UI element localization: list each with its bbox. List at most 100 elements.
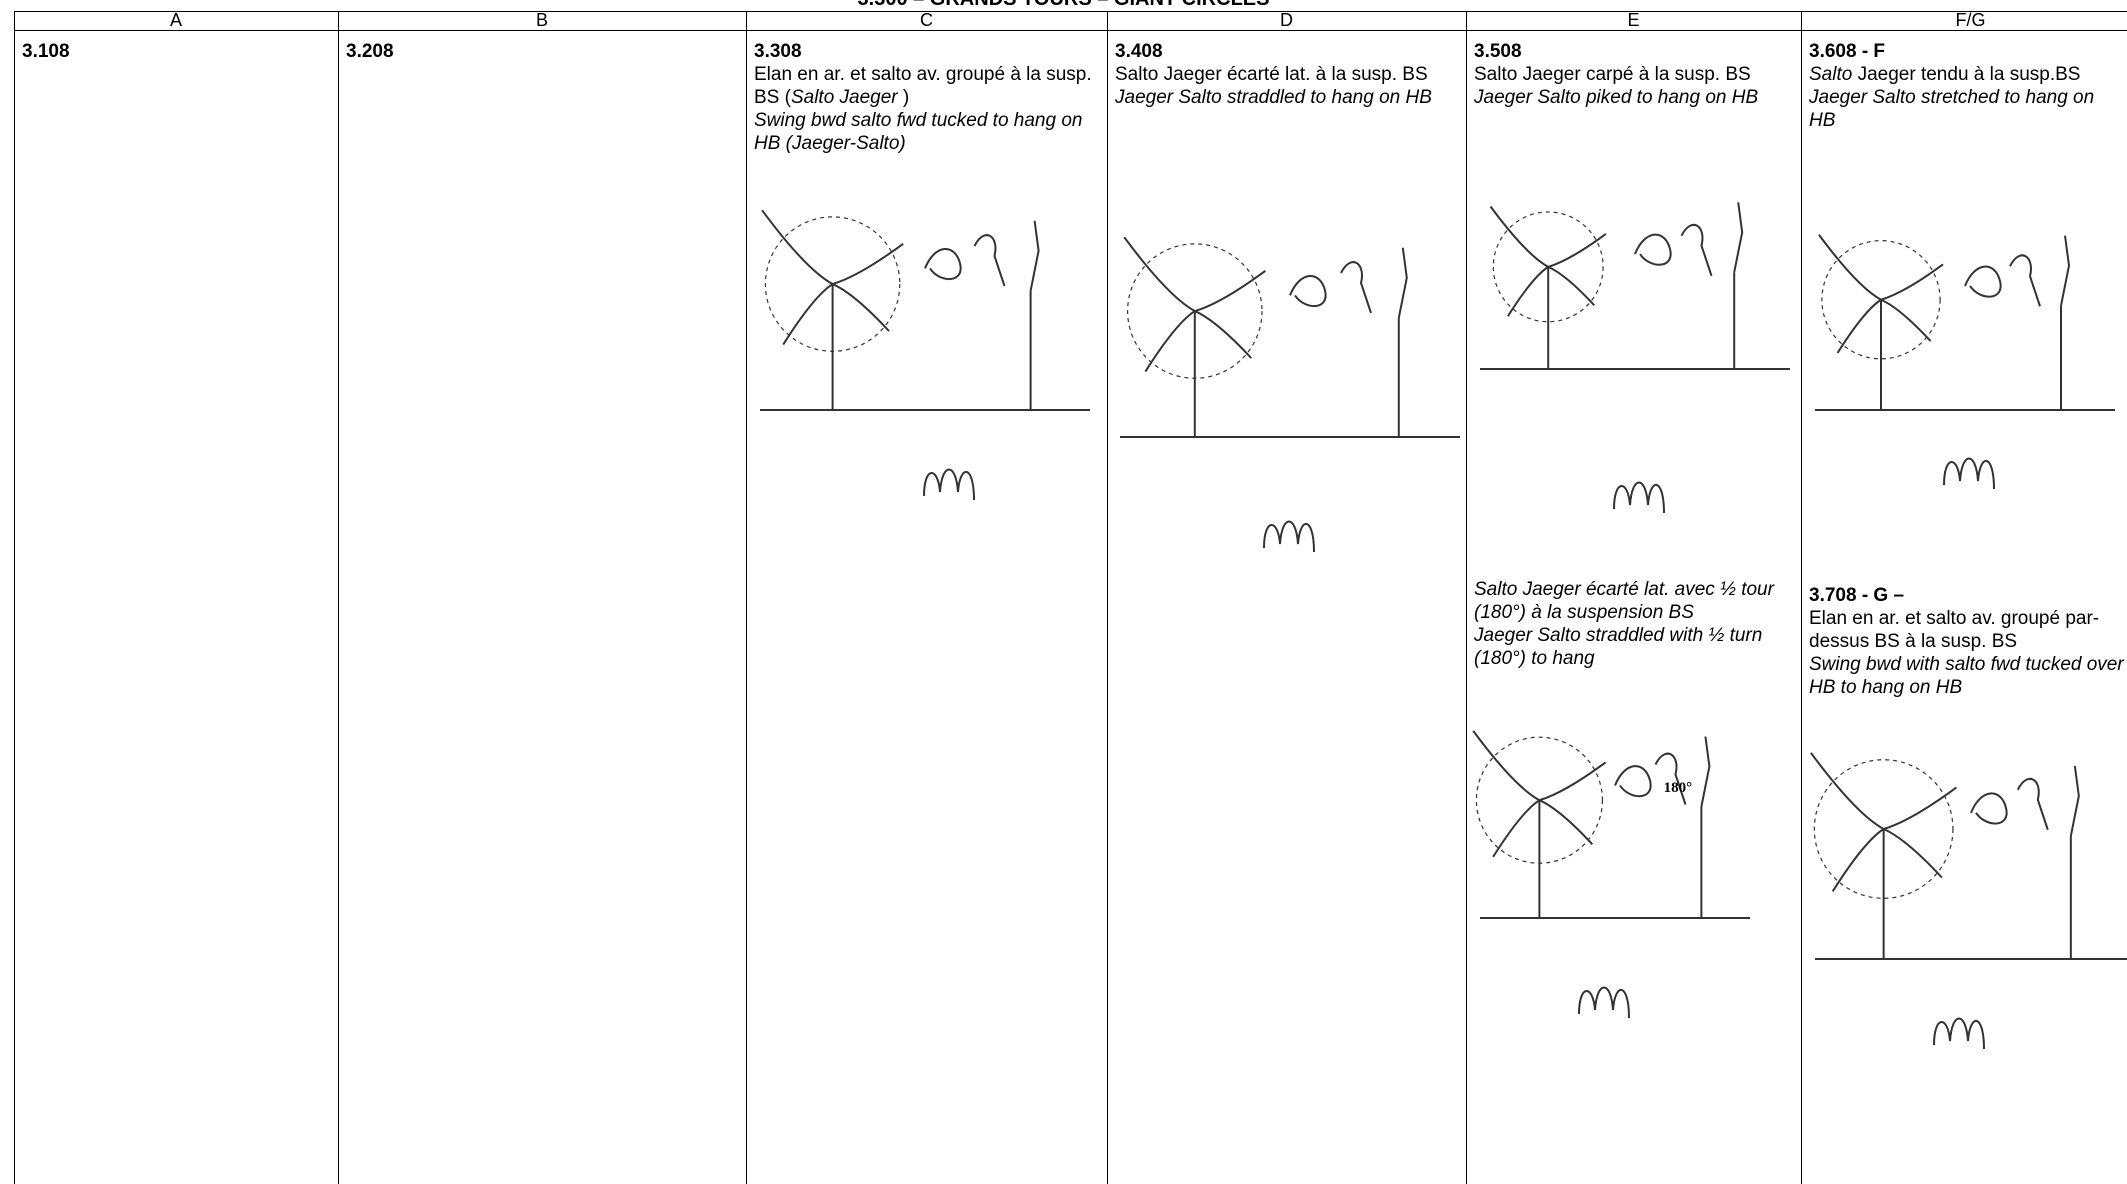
gymnast-figure (2060, 235, 2071, 306)
skill-symbol (1263, 520, 1315, 553)
gymnast-figure (1883, 828, 1943, 879)
gymnast-figure (1194, 310, 1252, 359)
gymnast-figure (1547, 265, 1596, 306)
skill-code: 3.608 - F (1809, 41, 1886, 62)
symbol-stroke (1933, 1017, 1985, 1050)
skill-entry: 3.208 (346, 40, 744, 63)
description-text: Salto Jaeger carpé à la susp. BS (1474, 64, 1751, 85)
description-text: Salto Jaeger écarté lat. à la susp. BS (1115, 64, 1428, 85)
gymnast-figure (1700, 736, 1711, 807)
skill-symbol (1613, 481, 1665, 514)
french-description: Elan en ar. et salto av. groupé à la sus… (754, 63, 1105, 109)
skill-code: 3.208 (346, 41, 394, 62)
column-header: C (920, 10, 933, 30)
gymnast-figure (1289, 275, 1327, 308)
gymnast-figure (1029, 220, 1040, 291)
skill-symbol (1578, 986, 1630, 1019)
column-border (1801, 11, 1802, 1184)
skill-entry: 3.508 Salto Jaeger carpé à la susp. BS Jae… (1474, 40, 1799, 109)
gymnast-figure (1144, 310, 1196, 373)
description-text: Salto Jaeger écarté lat. avec ½ tour (18… (1474, 579, 1774, 623)
gymnast-figure (1538, 799, 1594, 845)
skill-code: 3.508 (1474, 41, 1522, 62)
description-text: Elan en ar. et salto av. groupé à la sus… (754, 64, 1092, 108)
gymnast-figure (1472, 730, 1540, 802)
gymnast-figure (1539, 761, 1607, 802)
skill-symbol (923, 468, 975, 501)
gymnast-figure (1507, 266, 1549, 317)
skill-code: 3.108 (22, 41, 70, 62)
column-border (1107, 11, 1108, 1184)
skill-entry: 3.108 (22, 40, 336, 63)
column-header: F/G (1955, 10, 1986, 30)
gymnast-figure (832, 283, 890, 332)
swing-circle (1492, 211, 1604, 323)
description-text: Jaeger tendu à la susp.BS (1852, 64, 2081, 85)
skill-drawing (1480, 202, 1790, 370)
gymnast-figure (1614, 765, 1652, 798)
gymnast-figure (1836, 298, 1882, 354)
column-header: B (535, 10, 548, 30)
gymnast-figure (1397, 247, 1408, 318)
column-border (1466, 11, 1467, 1184)
gymnast-figure (1340, 261, 1372, 314)
french-description: Salto Jaeger tendu à la susp.BS (1809, 63, 2125, 86)
english-description: Jaeger Salto stretched to hang on HB (1809, 87, 2095, 131)
figure-label: 180° (1664, 780, 1693, 796)
symbol-stroke (1578, 986, 1630, 1019)
french-description: Salto Jaeger écarté lat. à la susp. BS (1115, 63, 1464, 86)
swing-circle (1813, 759, 1954, 899)
gymnast-figure (1810, 752, 1885, 830)
english-description: Jaeger Salto straddled to hang on HB (1115, 87, 1432, 108)
skill-code: 3.708 - G – (1809, 585, 1905, 606)
gymnast-figure (1194, 269, 1266, 313)
column-header: D (1280, 10, 1293, 30)
table-border (14, 11, 2127, 12)
column-header: E (1627, 10, 1640, 30)
skill-entry: 3.408 Salto Jaeger écarté lat. à la susp.… (1115, 40, 1464, 109)
gymnast-figure (1654, 752, 1687, 805)
skill-entry: 3.608 - F Salto Jaeger tendu à la susp.BS… (1809, 40, 2125, 132)
gymnast-figure (1970, 792, 2008, 825)
gymnast-figure (1831, 828, 1885, 892)
swing-circle (1821, 240, 1941, 360)
french-description: Elan en ar. et salto av. groupé par-dess… (1809, 607, 2125, 653)
symbol-stroke (1263, 520, 1315, 553)
skill-code: 3.408 (1115, 41, 1163, 62)
gymnast-figure (1547, 233, 1607, 268)
gymnast-figure (1492, 799, 1540, 858)
column-border (14, 11, 15, 1184)
gymnast-figure (2009, 254, 2041, 307)
skill-drawing (760, 209, 1090, 411)
gymnast-figure (2069, 765, 2080, 837)
gymnast-figure (1680, 223, 1713, 277)
skill-symbol (1943, 457, 1995, 490)
header-border (14, 30, 2127, 31)
english-description: Jaeger Salto straddled with ½ turn (180°… (1474, 625, 1763, 669)
gymnast-figure (1123, 236, 1196, 312)
french-description: Salto Jaeger carpé à la susp. BS (1474, 63, 1799, 86)
column-border (338, 11, 339, 1184)
gymnast-figure (1880, 298, 1932, 342)
english-description: Swing bwd salto fwd tucked to hang on HB… (754, 110, 1083, 154)
gymnast-figure (1883, 786, 1957, 830)
symbol-stroke (923, 468, 975, 501)
french-description: Salto Jaeger écarté lat. avec ½ tour (18… (1474, 578, 1799, 624)
description-text: Elan en ar. et salto av. groupé par-dess… (1809, 608, 2100, 652)
skill-drawing (1815, 234, 2115, 411)
description-text: Salto Jaeger (790, 87, 898, 108)
skill-drawing (1120, 236, 1460, 438)
gymnast-figure (1634, 233, 1672, 266)
column-border (746, 11, 747, 1184)
gymnast-figure (1964, 265, 2002, 298)
gymnast-figure (832, 242, 904, 286)
page-title: 3.300 – GRANDS TOURS – GIANT CIRCLES (0, 0, 2127, 11)
english-description: Swing bwd with salto fwd tucked over HB … (1809, 654, 2124, 698)
skill-entry: 3.708 - G – Elan en ar. et salto av. grou… (1809, 584, 2125, 699)
gymnast-figure (924, 248, 962, 281)
gymnast-figure (1733, 202, 1744, 273)
english-description: Jaeger Salto piked to hang on HB (1474, 87, 1759, 108)
description-text: Salto (1809, 64, 1853, 85)
skill-drawing: 180° (1472, 730, 1750, 919)
gymnast-figure (761, 209, 834, 285)
